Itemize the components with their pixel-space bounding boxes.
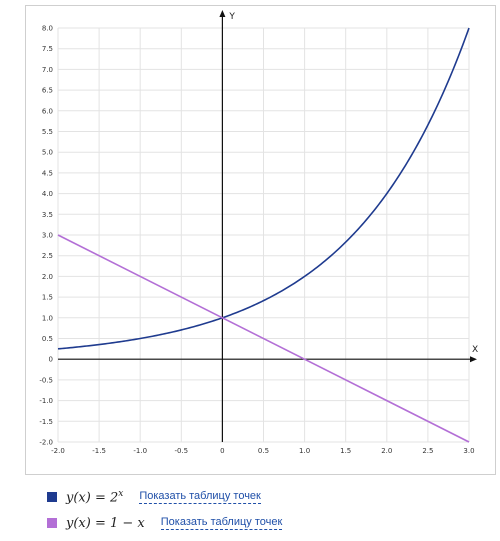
legend-formula-exponential: y(x) = 2x	[66, 488, 124, 506]
y-tick-label: 3.5	[42, 211, 53, 219]
x-tick-label: 1.5	[340, 447, 351, 455]
legend-swatch-linear	[47, 518, 57, 528]
x-tick-label: -1.0	[133, 447, 147, 455]
legend-item-linear: y(x) = 1 − x Показать таблицу точек	[47, 514, 283, 532]
x-tick-label: 0	[220, 447, 224, 455]
x-tick-label: -2.0	[51, 447, 65, 455]
x-tick-label: -1.5	[92, 447, 106, 455]
show-points-table-link-exponential[interactable]: Показать таблицу точек	[139, 490, 261, 504]
legend-formula-linear: y(x) = 1 − x	[66, 515, 145, 531]
chart-svg: X Y 8.0 7.5 7.0 6.5 6.0 5.5 5.0 4.5 4.0 3.5 3.0 2.5 2.…	[39, 10, 478, 455]
y-tick-label: 5.5	[42, 128, 53, 136]
x-tick-label: 3.0	[463, 447, 474, 455]
y-tick-label: 8.0	[42, 25, 53, 33]
y-tick-label: 2.0	[42, 273, 53, 281]
y-axis-label: Y	[228, 12, 235, 22]
y-tick-label: 2.5	[42, 252, 53, 260]
y-axis-arrow-icon	[219, 10, 226, 17]
y-tick-label: -1.5	[39, 418, 53, 426]
x-tick-label: -0.5	[174, 447, 188, 455]
x-axis-label: X	[472, 345, 478, 355]
y-tick-label: -0.5	[39, 376, 53, 384]
y-tick-label: 1.5	[42, 294, 53, 302]
y-tick-label: 7.0	[42, 66, 53, 74]
y-tick-label: 4.5	[42, 169, 53, 177]
x-tick-label: 0.5	[258, 447, 269, 455]
legend-item-exponential: y(x) = 2x Показать таблицу точек	[47, 488, 261, 506]
series-line-exponential	[57, 27, 470, 350]
show-points-table-link-linear[interactable]: Показать таблицу точек	[160, 516, 283, 530]
chart-frame: X Y 8.0 7.5 7.0 6.5 6.0 5.5 5.0 4.5 4.0 3.5 3.0 2.5 2.…	[25, 5, 496, 475]
y-tick-label: -2.0	[39, 439, 53, 447]
x-tick-label: 2.5	[422, 447, 433, 455]
y-tick-label: 4.0	[42, 190, 53, 198]
y-tick-label: 3.0	[42, 232, 53, 240]
x-tick-label: 1.0	[299, 447, 310, 455]
y-tick-label: -1.0	[39, 397, 53, 405]
y-tick-label: 1.0	[42, 314, 53, 322]
legend-swatch-exponential	[47, 492, 57, 502]
y-tick-label: 6.5	[42, 87, 53, 95]
y-tick-label: 0.5	[42, 335, 53, 343]
x-axis-arrow-icon	[470, 356, 477, 363]
y-tick-label: 5.0	[42, 149, 53, 157]
y-tick-label: 0	[49, 356, 53, 364]
y-tick-label: 7.5	[42, 45, 53, 53]
x-tick-label: 2.0	[381, 447, 392, 455]
y-tick-label: 6.0	[42, 107, 53, 115]
series-line-linear	[57, 234, 470, 443]
